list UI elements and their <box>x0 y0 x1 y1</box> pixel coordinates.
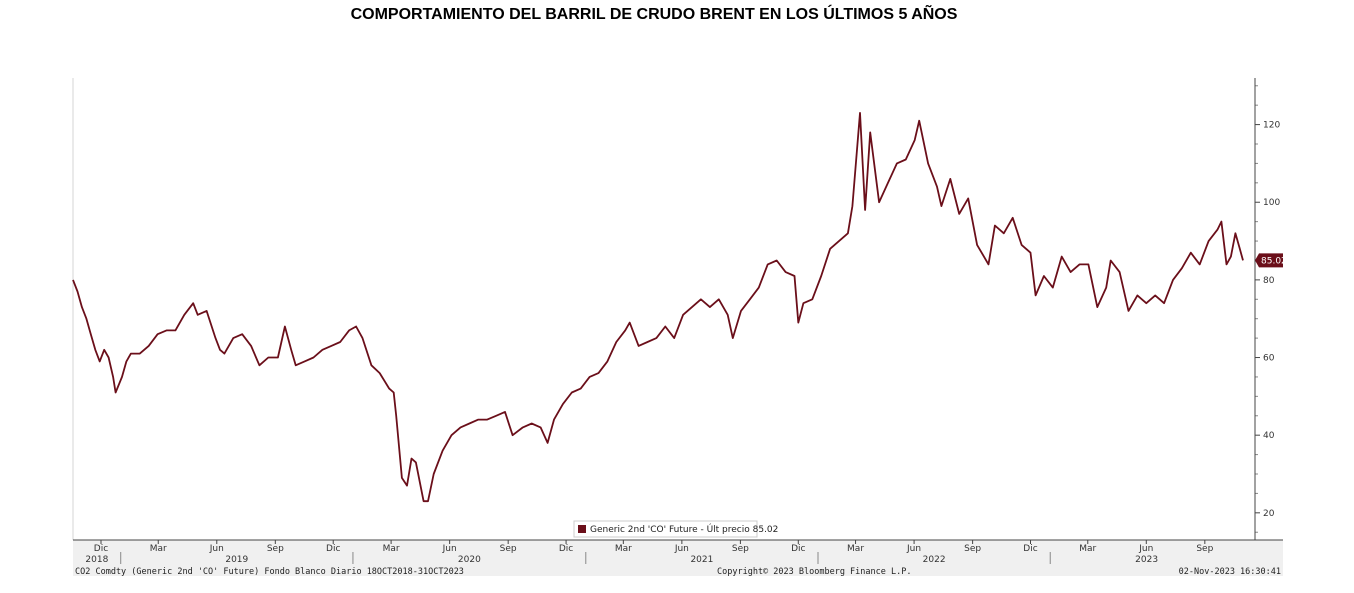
legend: Generic 2nd 'CO' Future - Últ precio 85.… <box>573 520 778 538</box>
year-label: 2019 <box>225 555 248 565</box>
x-tick-label: Dic <box>791 544 805 554</box>
x-tick-label: Mar <box>383 544 400 554</box>
y-tick-label: 120 <box>1263 121 1280 131</box>
chart-title: COMPORTAMIENTO DEL BARRIL DE CRUDO BRENT… <box>350 6 958 23</box>
x-tick-label: Jun <box>442 544 457 554</box>
legend-box <box>573 520 758 538</box>
x-tick-label: Mar <box>1079 544 1096 554</box>
x-axis: Dic Mar Jun Sep Dic Mar Jun Sep Dic Mar Jun Sep Dic M… <box>85 540 1214 565</box>
x-tick-label: Sep <box>1196 544 1213 554</box>
x-tick-label: Mar <box>615 544 632 554</box>
x-tick-label: Dic <box>1023 544 1037 554</box>
x-tick-label: Mar <box>847 544 864 554</box>
y-tick-label: 100 <box>1263 198 1280 208</box>
x-tick-label: Sep <box>964 544 981 554</box>
last-price-tag: 85.02 <box>1255 253 1287 268</box>
year-label: 2021 <box>690 555 713 565</box>
last-price-label: 85.02 <box>1261 256 1287 266</box>
x-axis-band <box>73 540 1283 576</box>
year-label: 2020 <box>458 555 481 565</box>
x-tick-label: Jun <box>674 544 689 554</box>
x-tick-label: Sep <box>500 544 517 554</box>
x-tick-label: Jun <box>906 544 921 554</box>
x-tick-label: Dic <box>326 544 340 554</box>
y-tick-label: 60 <box>1263 354 1275 364</box>
x-tick-label: Sep <box>732 544 749 554</box>
footer-center: Copyright© 2023 Bloomberg Finance L.P. <box>717 567 911 577</box>
x-tick-label: Sep <box>267 544 284 554</box>
y-tick-label: 20 <box>1263 509 1275 519</box>
x-tick-label: Dic <box>559 544 573 554</box>
footer-left: CO2 Comdty (Generic 2nd 'CO' Future) Fon… <box>75 567 464 577</box>
y-tick-label: 40 <box>1263 431 1275 441</box>
year-label: 2022 <box>923 555 946 565</box>
last-price-tag-shape <box>1255 253 1283 268</box>
series-line <box>72 112 1244 503</box>
legend-swatch <box>578 525 586 533</box>
x-tick-label: Jun <box>209 544 224 554</box>
x-tick-label: Dic <box>94 544 108 554</box>
x-tick-label: Mar <box>150 544 167 554</box>
year-label: 2018 <box>85 555 108 565</box>
y-tick-label: 80 <box>1263 276 1275 286</box>
year-label: 2023 <box>1135 555 1158 565</box>
footer-right: 02-Nov-2023 16:30:41 <box>1179 567 1281 577</box>
legend-label: Generic 2nd 'CO' Future - Últ precio 85.… <box>590 523 778 535</box>
x-tick-label: Jun <box>1138 544 1153 554</box>
y-axis: 20 40 60 80 100 120 <box>1255 85 1280 533</box>
